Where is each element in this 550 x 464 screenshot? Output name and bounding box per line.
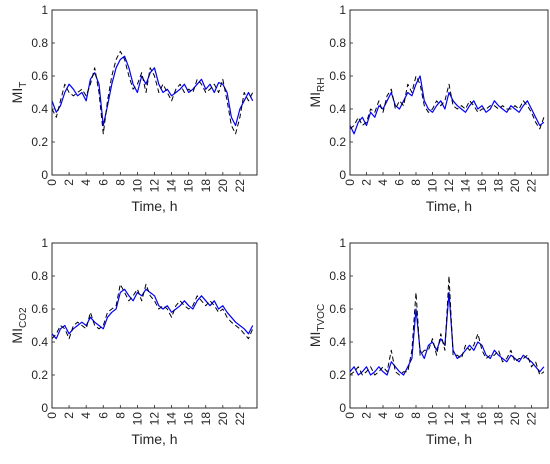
plot-area [349, 242, 549, 409]
x-tick-label: 0 [343, 179, 357, 186]
x-axis-label: Time, h [131, 431, 177, 447]
x-tick-label: 8 [409, 412, 423, 419]
y-tick-label: 0 [339, 168, 346, 182]
x-tick-label: 4 [79, 179, 93, 186]
y-tick-label: 0.6 [31, 302, 48, 316]
x-tick-label: 20 [216, 412, 230, 426]
x-tick-label: 10 [130, 179, 144, 193]
x-tick-label: 14 [165, 412, 179, 426]
y-tick-label: 0 [339, 401, 346, 415]
x-axis-label: Time, h [131, 198, 177, 214]
plot-area [51, 242, 258, 409]
x-tick-label: 22 [525, 179, 539, 193]
x-tick-label: 4 [376, 179, 390, 186]
x-tick-label: 22 [233, 412, 247, 426]
x-tick-label: 6 [393, 412, 407, 419]
y-tick-label: 0.6 [31, 69, 48, 83]
y-tick-label: 0.4 [31, 335, 48, 349]
x-tick-label: 16 [475, 179, 489, 193]
series-line-black-dashed [52, 283, 254, 340]
x-tick-label: 14 [459, 179, 473, 193]
x-tick-label: 16 [182, 412, 196, 426]
x-tick-label: 8 [113, 412, 127, 419]
y-axis-label: MIT [9, 82, 29, 104]
y-tick-label: 0.8 [329, 269, 346, 283]
y-tick-label: 1 [41, 3, 48, 17]
x-tick-label: 12 [148, 179, 162, 193]
x-tick-label: 2 [360, 412, 374, 419]
x-tick-label: 18 [199, 179, 213, 193]
x-tick-label: 12 [442, 179, 456, 193]
x-tick-label: 2 [62, 412, 76, 419]
x-tick-label: 20 [216, 179, 230, 193]
y-tick-label: 0.6 [329, 302, 346, 316]
x-tick-label: 10 [426, 179, 440, 193]
plot-area [51, 9, 258, 176]
x-tick-label: 4 [79, 412, 93, 419]
x-tick-label: 16 [475, 412, 489, 426]
x-tick-label: 8 [409, 179, 423, 186]
y-tick-label: 1 [339, 3, 346, 17]
x-tick-label: 10 [130, 412, 144, 426]
x-tick-label: 22 [525, 412, 539, 426]
x-tick-label: 10 [426, 412, 440, 426]
y-tick-label: 0 [41, 401, 48, 415]
y-tick-label: 0.6 [329, 69, 346, 83]
y-tick-label: 0.4 [329, 335, 346, 349]
x-axis-label: Time, h [426, 198, 472, 214]
series-line-black-dashed [350, 275, 545, 376]
x-axis-label: Time, h [426, 431, 472, 447]
series-line-blue-solid [52, 288, 254, 340]
x-tick-label: 20 [508, 179, 522, 193]
y-tick-label: 0.2 [329, 135, 346, 149]
y-tick-label: 1 [41, 236, 48, 250]
y-tick-label: 0.8 [329, 36, 346, 50]
series-line-black-dashed [52, 50, 254, 135]
x-tick-label: 18 [492, 179, 506, 193]
x-tick-label: 0 [45, 412, 59, 419]
y-tick-label: 0.4 [31, 102, 48, 116]
x-tick-label: 12 [148, 412, 162, 426]
y-tick-label: 0.8 [31, 36, 48, 50]
y-tick-label: 0.2 [329, 368, 346, 382]
x-tick-label: 6 [96, 179, 110, 186]
x-tick-label: 12 [442, 412, 456, 426]
x-tick-label: 8 [113, 179, 127, 186]
series-line-blue-solid [52, 55, 254, 127]
x-tick-label: 2 [360, 179, 374, 186]
x-tick-label: 16 [182, 179, 196, 193]
x-tick-label: 0 [343, 412, 357, 419]
y-tick-label: 0.2 [31, 368, 48, 382]
y-axis-label: MITVOC [307, 304, 327, 347]
x-tick-label: 14 [459, 412, 473, 426]
y-tick-label: 0.4 [329, 102, 346, 116]
y-axis-label: MICO2 [9, 307, 29, 344]
x-tick-label: 0 [45, 179, 59, 186]
x-tick-label: 18 [199, 412, 213, 426]
x-tick-label: 4 [376, 412, 390, 419]
x-tick-label: 20 [508, 412, 522, 426]
y-axis-label: MIRH [307, 77, 327, 107]
y-tick-label: 0.8 [31, 269, 48, 283]
x-tick-label: 14 [165, 179, 179, 193]
series-line-blue-solid [350, 75, 545, 135]
x-tick-label: 2 [62, 179, 76, 186]
y-tick-label: 0.2 [31, 135, 48, 149]
x-tick-label: 6 [96, 412, 110, 419]
x-tick-label: 6 [393, 179, 407, 186]
x-tick-label: 22 [233, 179, 247, 193]
y-tick-label: 0 [41, 168, 48, 182]
x-tick-label: 18 [492, 412, 506, 426]
y-tick-label: 1 [339, 236, 346, 250]
